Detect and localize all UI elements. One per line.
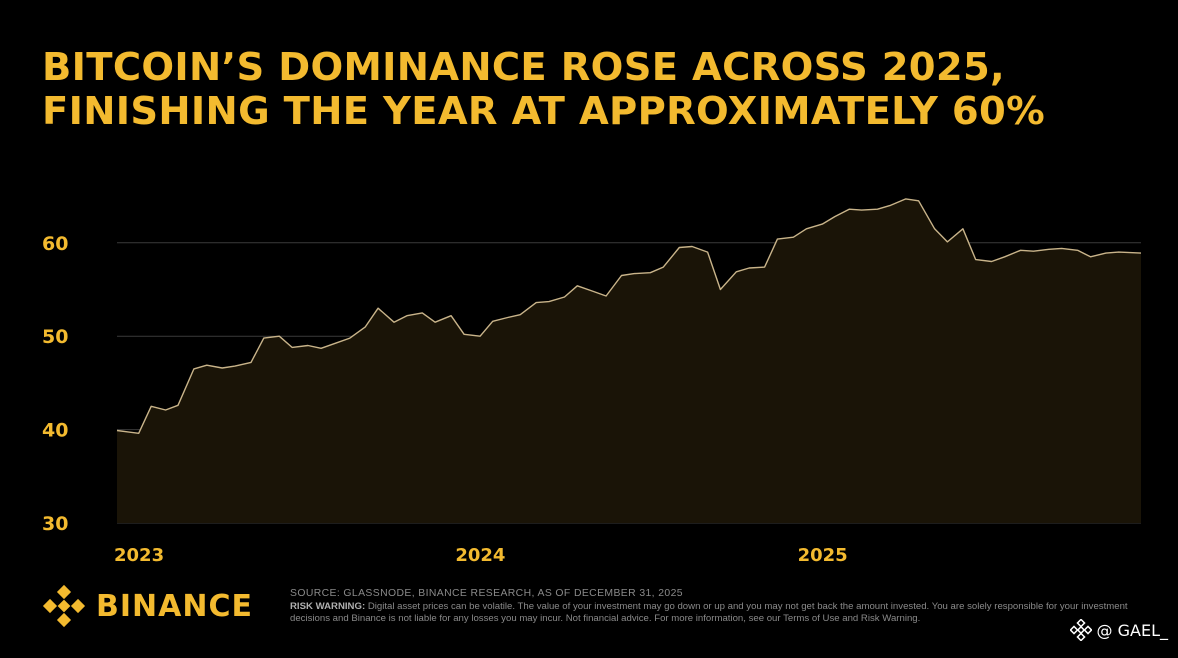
y-tick-label-50: 50 [42,326,68,348]
dominance-area [117,198,1141,523]
risk-warning: RISK WARNING: Digital asset prices can b… [290,601,1150,625]
y-tick-label-60: 60 [42,233,68,255]
title-line-1: BITCOIN’S DOMINANCE ROSE ACROSS 2025, [42,45,1005,90]
risk-warning-text: Digital asset prices can be volatile. Th… [290,601,1128,624]
binance-logo-icon [42,584,86,628]
y-tick-label-40: 40 [42,420,68,442]
binance-small-icon [1069,619,1092,641]
risk-warning-label: RISK WARNING: [290,601,366,612]
watermark: @ GAEL_ [1069,619,1168,641]
footer-notes: SOURCE: GLASSNODE, BINANCE RESEARCH, AS … [290,588,1150,625]
title-line-2: FINISHING THE YEAR AT APPROXIMATELY 60% [42,89,1045,134]
x-tick-label-2025: 2025 [798,545,848,566]
dominance-line [116,198,1142,434]
x-tick-label-2023: 2023 [114,545,164,566]
y-axis-ticks: 60 50 40 30 [42,233,68,535]
watermark-text: @ GAEL_ [1096,620,1168,640]
brand-name: BINANCE [96,588,253,624]
brand-logo: BINANCE [42,584,253,628]
source-note: SOURCE: GLASSNODE, BINANCE RESEARCH, AS … [290,588,683,599]
x-tick-label-2024: 2024 [455,545,505,566]
y-tick-label-30: 30 [42,513,68,535]
x-axis-ticks: 2023 2024 2025 [114,545,848,566]
page-title: BITCOIN’S DOMINANCE ROSE ACROSS 2025, FI… [42,46,1162,134]
